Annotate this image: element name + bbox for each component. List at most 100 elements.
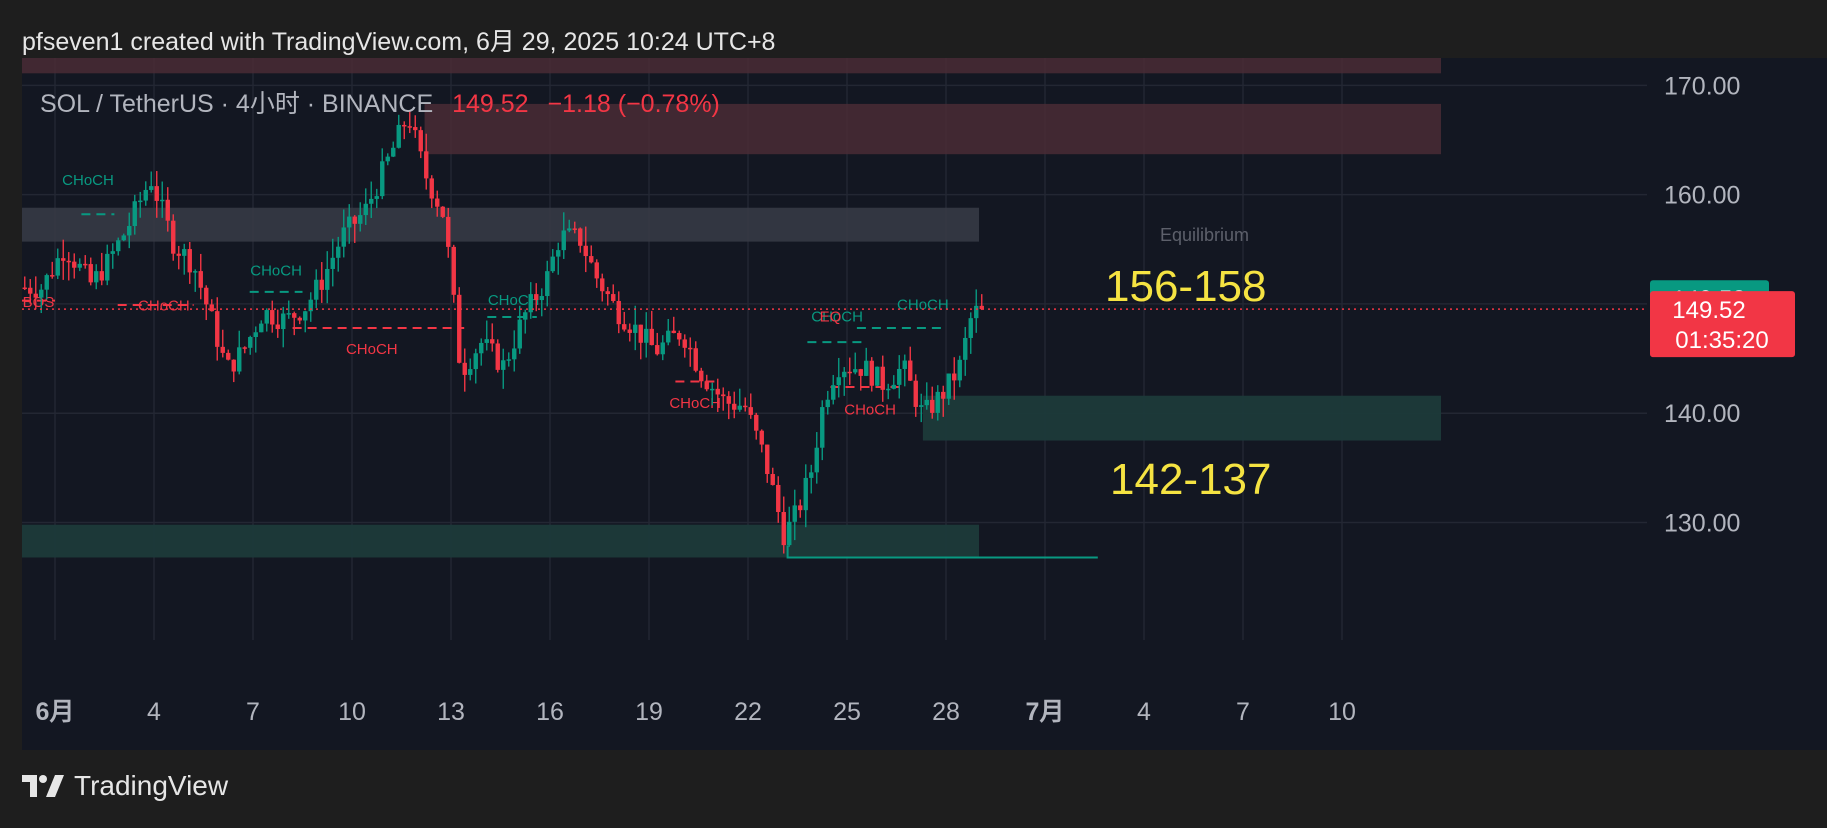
candle-body — [803, 477, 808, 511]
candle-body — [341, 227, 346, 247]
candle-body — [732, 403, 737, 410]
candle-body — [880, 366, 885, 390]
candle-body — [55, 258, 60, 276]
candle-body — [941, 391, 946, 399]
candle-body — [77, 263, 82, 268]
x-tick-label: 22 — [734, 698, 762, 726]
candle-body — [413, 127, 418, 131]
candle-body — [88, 264, 93, 283]
symbol-legend[interactable]: SOL / TetherUS · 4小时 · BINANCE 149.52 −1… — [40, 84, 720, 120]
candle-body — [176, 253, 181, 256]
candle-body — [165, 199, 170, 221]
candle-body — [968, 318, 973, 338]
candle-body — [248, 336, 253, 348]
candle-body — [578, 228, 583, 246]
candle-body — [556, 250, 561, 257]
demand-zone — [922, 395, 1441, 441]
candle-body — [682, 339, 687, 348]
candle-body — [242, 347, 247, 349]
candle-body — [671, 330, 676, 334]
candle-body — [495, 343, 500, 370]
candle-body — [407, 126, 412, 128]
candle-body — [264, 310, 269, 324]
candle-body — [930, 399, 935, 413]
candle-body — [913, 380, 918, 407]
candle-body — [226, 352, 231, 360]
candle-body — [138, 200, 143, 203]
candle-body — [770, 474, 775, 485]
candle-body — [858, 369, 863, 376]
equilibrium-zone — [22, 207, 979, 242]
last-price-value: 149.52 — [452, 90, 529, 118]
x-tick-label: 25 — [833, 698, 861, 726]
candle-body — [534, 294, 539, 301]
y-tick-label: 170.00 — [1664, 72, 1740, 100]
candle-body — [99, 271, 104, 281]
candle-body — [908, 360, 913, 381]
candle-body — [831, 385, 836, 400]
candle-body — [116, 240, 121, 252]
candle-body — [270, 310, 275, 325]
candle-body — [512, 348, 517, 360]
structure-label: CHoCH — [669, 395, 721, 412]
demand-zone — [22, 524, 979, 558]
tradingview-logo-icon — [22, 775, 64, 797]
candle-body — [396, 124, 401, 148]
candle-body — [523, 312, 528, 320]
candle-body — [875, 366, 880, 386]
candle-body — [748, 407, 753, 415]
candle-body — [330, 257, 335, 269]
candle-body — [105, 253, 110, 281]
last-price-text: 149.52 — [1672, 297, 1745, 324]
candle-body — [594, 262, 599, 279]
candle-body — [468, 369, 473, 375]
candle-body — [220, 346, 225, 353]
bar-countdown-text: 01:35:20 — [1675, 327, 1768, 354]
last-price-tag[interactable] — [1650, 291, 1795, 358]
candle-body — [853, 369, 858, 373]
candle-body — [462, 362, 467, 375]
candle-body — [963, 337, 968, 360]
chart-frame[interactable]: CHoCH CHoCH CHoCH CHoCH CHoCH BOS CHoCH CHoCH EQ… — [22, 58, 1827, 750]
candle-body — [528, 294, 533, 313]
candle-body — [561, 230, 566, 251]
candle-body — [440, 206, 445, 217]
candle-body — [787, 521, 792, 546]
candle-body — [121, 235, 126, 241]
candle-body — [842, 371, 847, 378]
candle-body — [253, 332, 258, 337]
structure-label: CHoCH — [346, 341, 398, 358]
x-tick-label: 16 — [536, 698, 564, 726]
structure-label: CHoCH — [811, 308, 863, 325]
candle-body — [616, 300, 621, 325]
candle-body — [457, 294, 462, 363]
candle-body — [61, 258, 66, 261]
candle-body — [385, 156, 390, 162]
x-tick-label: 10 — [338, 698, 366, 726]
candle-body — [182, 249, 187, 256]
candle-body — [550, 256, 555, 272]
candle-body — [814, 447, 819, 473]
candle-body — [286, 313, 291, 315]
candle-body — [215, 311, 220, 347]
y-tick-label: 130.00 — [1664, 510, 1740, 538]
candle-body — [506, 359, 511, 361]
candle-body — [314, 279, 319, 300]
swing-low-line — [786, 545, 1098, 559]
x-tick-label: 28 — [932, 698, 960, 726]
candle-body — [539, 296, 544, 301]
candle-body — [363, 203, 368, 216]
candle-body — [583, 245, 588, 257]
candle-body — [688, 347, 693, 350]
candle-body — [825, 399, 830, 408]
candle-body — [33, 293, 38, 298]
candle-body — [204, 287, 209, 305]
candle-body — [308, 299, 313, 312]
structure-label: CHoCH — [138, 297, 190, 314]
candle-body — [611, 294, 616, 301]
candle-body — [545, 271, 550, 297]
candle-body — [666, 330, 671, 343]
candle-body — [402, 124, 407, 127]
footer: TradingView — [22, 770, 228, 802]
